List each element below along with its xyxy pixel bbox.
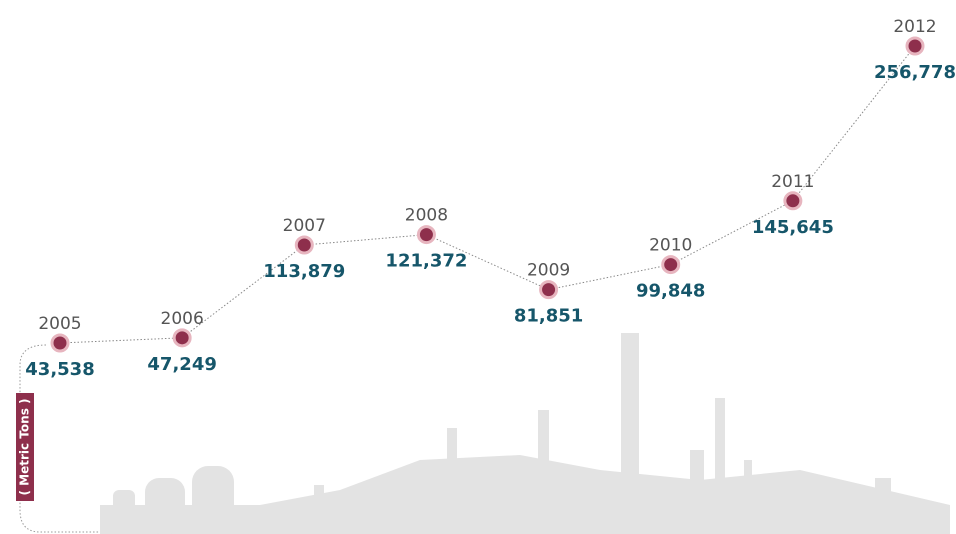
point [52,335,68,351]
value-label: 43,538 [25,359,94,380]
point [174,330,190,346]
year-label: 2010 [649,236,692,256]
value-label: 256,778 [874,62,956,83]
value-label: 81,851 [514,306,583,327]
year-label: 2006 [161,309,204,329]
year-label: 2012 [893,17,936,37]
chart: ( Metric Tons ) 2005 43,538 2006 47,249 2007… [0,0,956,534]
year-label: 2009 [527,261,570,281]
y-label: ( Metric Tons ) [18,399,32,496]
value-label: 47,249 [147,354,216,375]
point [418,227,434,243]
value-label: 121,372 [385,251,467,272]
point [785,193,801,209]
point [541,282,557,298]
point [296,237,312,253]
year-label: 2008 [405,206,448,226]
year-label: 2007 [283,216,326,236]
value-label: 145,645 [752,217,834,238]
factory-skyline [100,333,950,534]
year-label: 2005 [38,314,81,334]
point [663,257,679,273]
value-label: 113,879 [263,261,345,282]
value-label: 99,848 [636,281,705,302]
point [907,38,923,54]
year-label: 2011 [771,172,814,192]
